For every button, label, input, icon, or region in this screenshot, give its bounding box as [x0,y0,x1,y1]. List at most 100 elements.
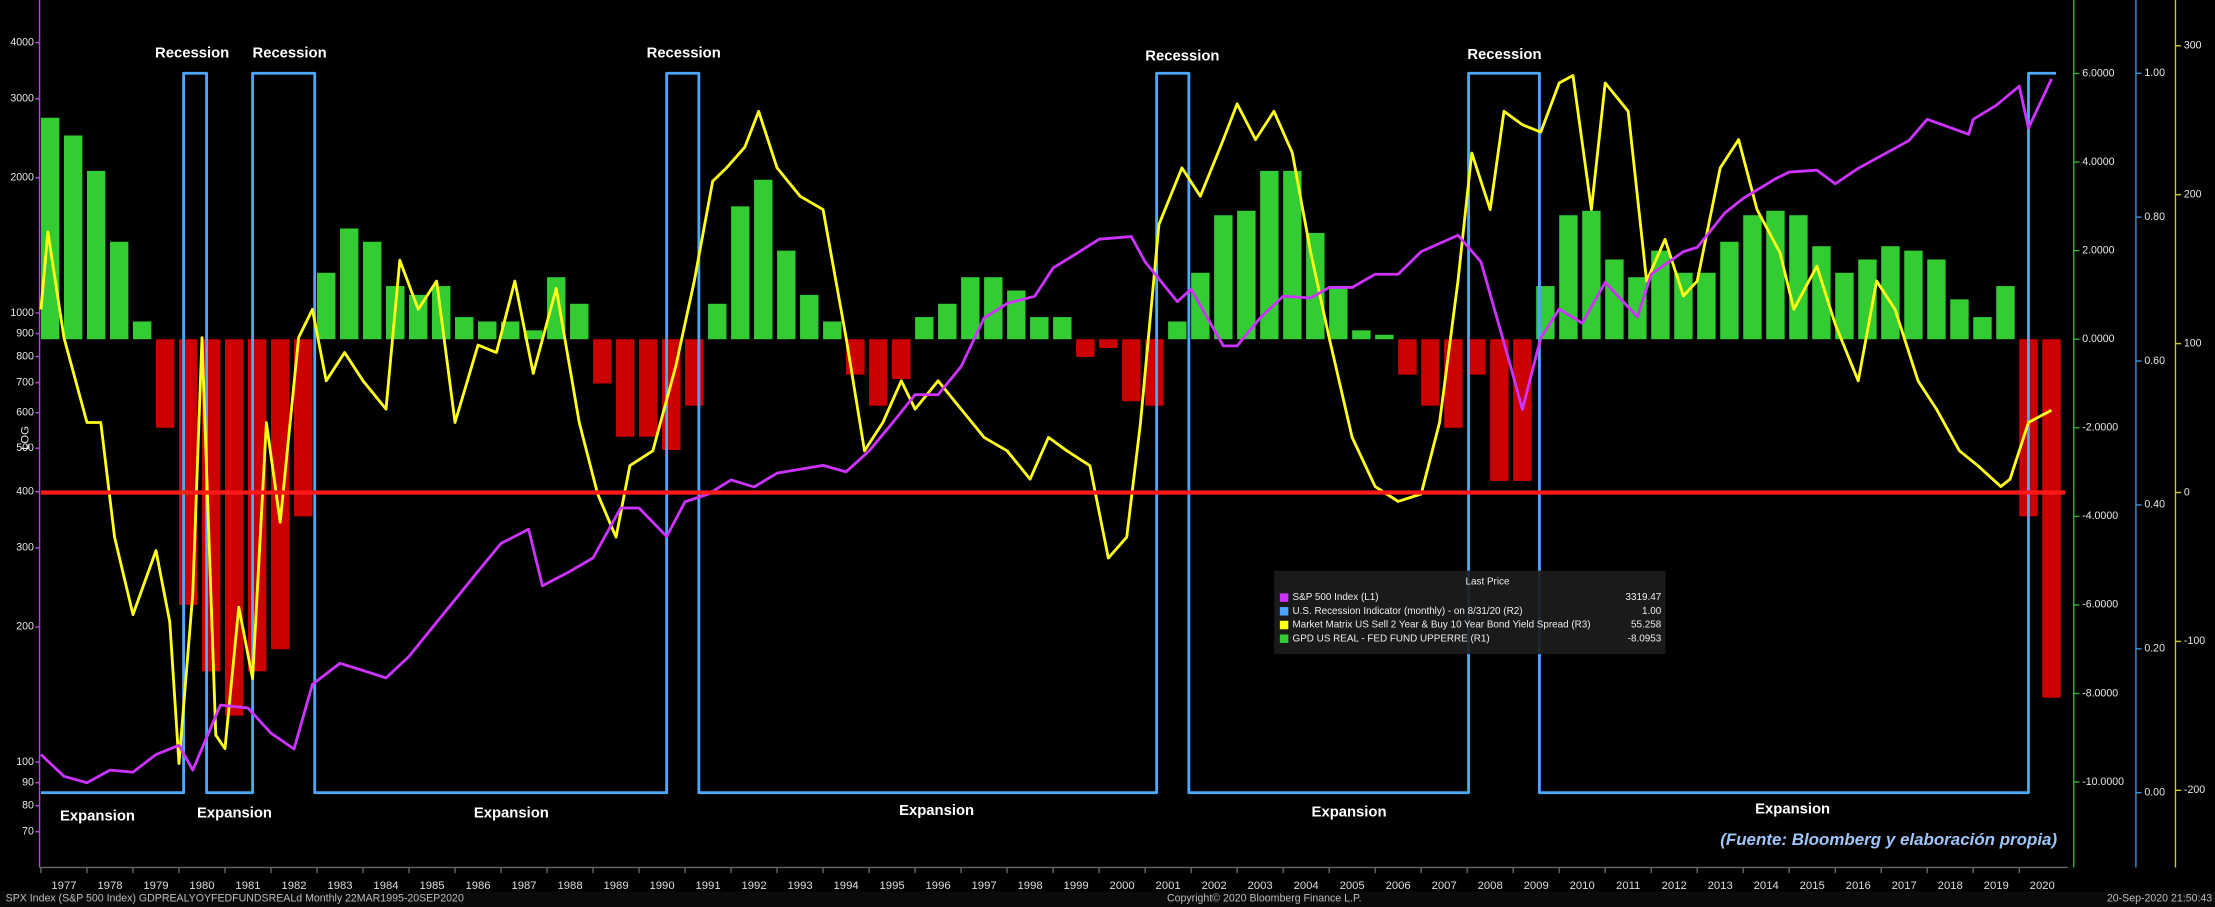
recession-label: Recession [1467,47,1541,63]
recession-label: Recession [155,46,229,62]
y-tick-label: 500 [16,442,34,454]
recession-label: Recession [252,46,326,62]
bar [1352,330,1371,340]
x-tick-label: 2001 [1156,880,1181,892]
x-tick-label: 1993 [788,880,813,892]
y-tick-label: 3000 [10,93,34,105]
bar [938,303,957,340]
x-tick-label: 1992 [742,880,767,892]
y-tick-label: 90 [22,777,34,789]
bar [1973,317,1992,340]
bar [1122,339,1141,402]
y2-tick-label: -10.0000 [2082,776,2124,788]
legend-box [1274,570,1666,655]
y4-tick-label: -100 [2184,635,2205,647]
y3-tick-label: 0.40 [2144,499,2165,511]
y4-tick-label: 200 [2184,188,2202,200]
y-tick-label: 800 [16,350,34,362]
x-tick-label: 1984 [373,880,398,892]
bar [685,339,704,406]
y-tick-label: 900 [16,327,34,339]
x-tick-label: 2005 [1340,880,1365,892]
bar [777,250,796,340]
x-tick-label: 1977 [51,880,76,892]
bar [570,303,589,340]
legend-value: -8.0953 [1628,633,1662,644]
bar [1329,286,1348,340]
bar [1444,339,1463,428]
x-tick-label: 1982 [281,880,306,892]
x-tick-label: 1986 [465,880,490,892]
recession-label: Recession [647,46,721,62]
y2-tick-label: -6.0000 [2082,599,2118,611]
x-tick-label: 2002 [1202,880,1227,892]
bar [1697,272,1716,340]
bar [1789,215,1808,340]
bar [294,339,313,517]
x-tick-label: 2019 [1984,880,2009,892]
x-tick-label: 1979 [143,880,168,892]
bar [2042,339,2061,698]
bar [1237,210,1256,340]
legend-title: Last Price [1466,577,1510,588]
x-tick-label: 1987 [511,880,536,892]
x-tick-label: 1981 [235,880,260,892]
bar [478,321,497,340]
x-tick-label: 2011 [1616,880,1640,892]
source-note: (Fuente: Bloomberg y elaboración propia) [1720,830,2057,849]
bar [363,241,382,340]
legend-value: 55.258 [1631,620,1662,631]
x-tick-label: 2004 [1294,880,1319,892]
bar [1467,339,1486,375]
bar [40,117,60,340]
expansion-label: Expansion [1755,801,1830,817]
bar [1214,215,1233,340]
bar [1674,272,1693,340]
bar [1720,241,1739,340]
y3-tick-label: 0.20 [2144,643,2165,655]
footer-center: Copyright© 2020 Bloomberg Finance L.P. [1167,892,1362,904]
bar [1927,259,1946,340]
y-tick-label: 1000 [10,307,34,319]
series-line [39,78,2053,785]
footer-right: 20-Sep-2020 21:50:43 [2107,892,2212,904]
y3-tick-label: 1.00 [2144,67,2165,79]
legend-label: GPD US REAL - FED FUND UPPERRE (R1) [1293,633,1490,644]
x-tick-label: 1988 [557,880,582,892]
x-tick-label: 1999 [1064,880,1089,892]
x-tick-label: 1996 [926,880,951,892]
y3-tick-label: 0.80 [2144,211,2165,223]
bar [961,277,980,340]
x-tick-label: 2003 [1248,880,1273,892]
legend-value: 3319.47 [1626,592,1662,603]
recession-label: Recession [1145,48,1219,64]
y-tick-label: 400 [16,486,34,498]
bar [915,317,934,340]
x-tick-label: 1985 [419,880,444,892]
x-tick-label: 1990 [649,880,674,892]
bar [1076,339,1095,357]
legend-swatch [1279,620,1289,630]
bar [1812,246,1831,340]
bar [1168,321,1187,340]
bar [1398,339,1417,375]
bar [1007,290,1026,340]
bar [86,170,106,340]
bar [593,339,612,384]
bar [132,321,152,340]
bar [1582,210,1601,340]
bar [1283,170,1302,340]
bar [1881,246,1900,340]
y2-tick-label: -2.0000 [2082,422,2118,434]
bar [1904,250,1923,340]
bar [409,294,428,340]
footer-bar [0,891,2215,907]
legend-label: Market Matrix US Sell 2 Year & Buy 10 Ye… [1293,620,1591,631]
bar [317,272,336,340]
expansion-label: Expansion [197,806,272,822]
bar [708,303,727,340]
x-tick-label: 1980 [189,880,214,892]
bar [1099,339,1118,349]
